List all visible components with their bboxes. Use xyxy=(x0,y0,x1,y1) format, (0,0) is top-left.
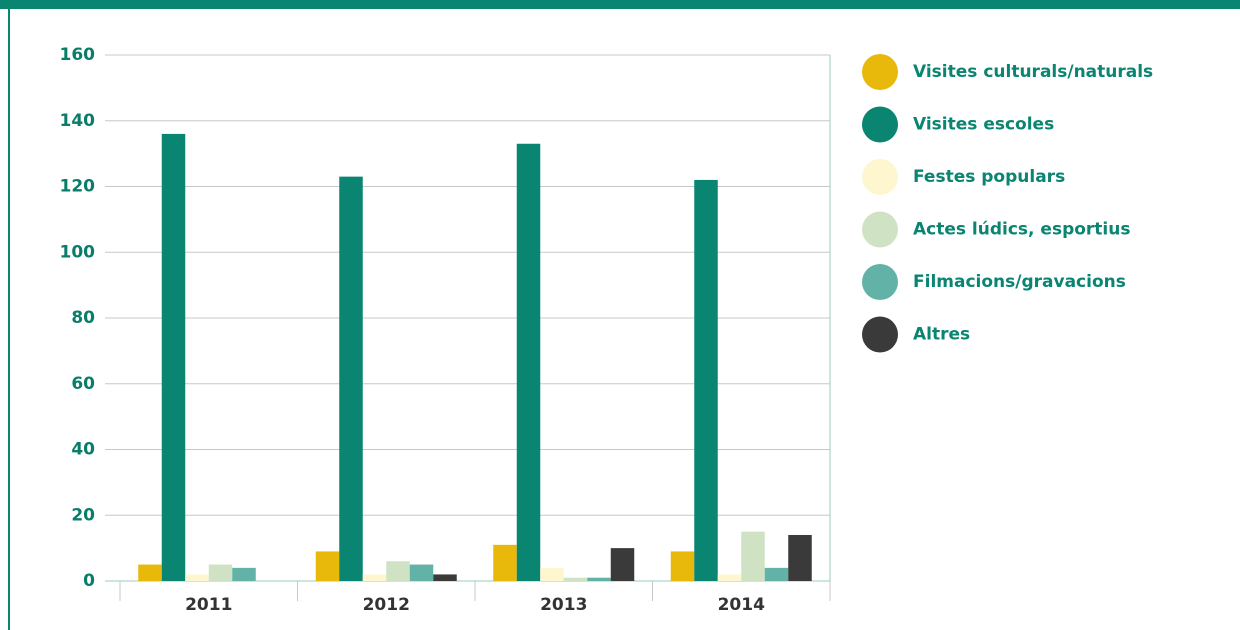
bar xyxy=(185,574,209,581)
bar xyxy=(717,574,742,581)
legend-label: Filmacions/gravacions xyxy=(913,272,1126,292)
y-tick-label: 80 xyxy=(71,308,95,328)
y-tick-label: 40 xyxy=(71,440,95,460)
bar xyxy=(741,531,765,581)
legend-swatch xyxy=(862,106,898,143)
x-tick-label: 2014 xyxy=(718,595,765,615)
bar xyxy=(386,561,410,581)
bar xyxy=(610,548,635,581)
legend-label: Visites culturals/naturals xyxy=(913,62,1153,82)
x-tick-label: 2013 xyxy=(540,595,587,615)
y-tick-label: 120 xyxy=(60,177,96,197)
y-tick-label: 140 xyxy=(60,111,96,131)
bar xyxy=(694,179,718,582)
bar xyxy=(764,567,789,581)
bar xyxy=(493,544,517,581)
bar xyxy=(670,551,695,581)
bar xyxy=(232,567,256,581)
y-tick-label: 20 xyxy=(71,505,95,525)
legend-swatch xyxy=(862,159,898,195)
legend-label: Altres xyxy=(913,325,970,345)
legend-label: Actes lúdics, esportius xyxy=(913,220,1130,240)
bar xyxy=(516,143,541,581)
x-tick-label: 2012 xyxy=(363,595,410,615)
bar xyxy=(161,133,186,581)
legend-swatch xyxy=(862,264,898,300)
legend-swatch xyxy=(862,211,898,248)
bar xyxy=(433,574,457,581)
top-band xyxy=(0,0,1240,9)
legend-label: Festes populars xyxy=(913,167,1065,187)
bar xyxy=(138,564,162,581)
y-tick-label: 60 xyxy=(71,374,95,394)
bar xyxy=(362,574,387,581)
bar xyxy=(587,577,611,581)
bar xyxy=(540,567,564,581)
bar xyxy=(409,564,434,581)
bar xyxy=(788,534,812,581)
bar xyxy=(315,551,340,581)
legend-label: Visites escoles xyxy=(913,115,1054,135)
y-tick-label: 100 xyxy=(60,242,96,262)
y-tick-label: 0 xyxy=(83,571,95,591)
legend-swatch xyxy=(862,316,898,353)
bar xyxy=(563,577,588,581)
x-tick-label: 2011 xyxy=(185,595,232,615)
legend-swatch xyxy=(862,54,898,90)
bar xyxy=(339,176,363,581)
bar xyxy=(208,564,233,581)
y-tick-label: 160 xyxy=(60,45,96,65)
